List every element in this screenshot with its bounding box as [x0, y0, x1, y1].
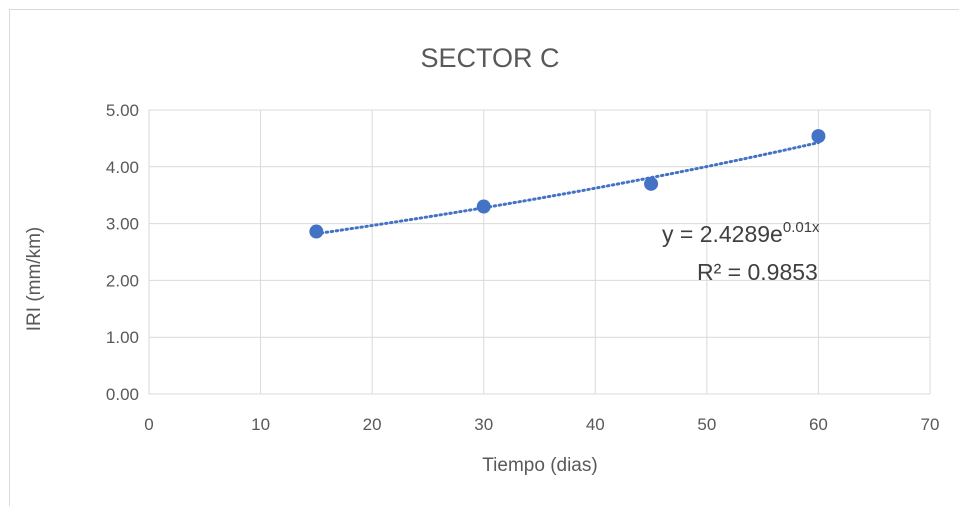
chart-title: SECTOR C [420, 43, 559, 73]
data-point [811, 129, 826, 144]
x-axis-label: Tiempo (dias) [482, 455, 597, 476]
data-point [476, 199, 491, 214]
x-tick-label: 0 [144, 415, 153, 434]
y-tick-label: 4.00 [106, 158, 139, 177]
y-tick-labels: 0.00 1.00 2.00 3.00 4.00 5.00 [106, 101, 139, 404]
y-tick-label: 1.00 [106, 328, 139, 347]
chart-area: SECTOR C 0.00 1.00 2.00 3.00 4.00 5.00 0 10 20 3… [9, 9, 959, 506]
x-tick-label: 40 [586, 415, 605, 434]
trendline [314, 141, 820, 236]
x-tick-label: 70 [921, 415, 940, 434]
x-tick-labels: 0 10 20 30 40 50 60 70 [144, 415, 939, 434]
gridlines [148, 109, 931, 395]
y-tick-label: 5.00 [106, 101, 139, 120]
x-tick-label: 10 [251, 415, 270, 434]
x-tick-label: 30 [474, 415, 493, 434]
data-point [309, 224, 324, 239]
y-tick-label: 2.00 [106, 271, 139, 290]
chart-svg: SECTOR C 0.00 1.00 2.00 3.00 4.00 5.00 0 10 20 3… [24, 43, 939, 476]
y-tick-label: 3.00 [106, 215, 139, 234]
data-point [644, 176, 659, 191]
r-squared-label: R² = 0.9853 [697, 259, 818, 285]
trendline-equation: y = 2.4289e0.01x [662, 219, 820, 247]
y-tick-label: 0.00 [106, 385, 139, 404]
data-points [309, 129, 826, 239]
x-tick-label: 50 [697, 415, 716, 434]
equation-exponent: 0.01x [783, 219, 820, 236]
y-axis-label: IRI (mm/km) [24, 227, 45, 331]
x-tick-label: 60 [809, 415, 828, 434]
x-tick-label: 20 [363, 415, 382, 434]
equation-base: y = 2.4289e [662, 221, 783, 247]
